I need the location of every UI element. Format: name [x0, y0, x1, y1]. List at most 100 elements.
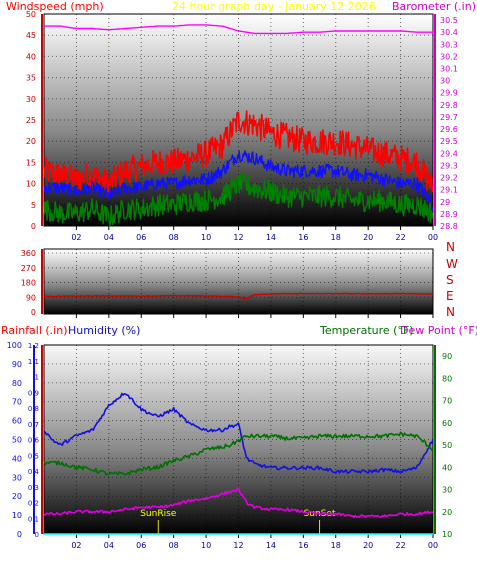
compass-label: S — [446, 273, 454, 287]
barometer-tick-label: 29 — [440, 198, 450, 207]
x-tick-label: 20 — [363, 233, 373, 242]
x-tick-label: 10 — [201, 541, 211, 550]
x-tick-label: 18 — [331, 541, 341, 550]
panel1-series — [43, 24, 434, 227]
x-tick-label: 08 — [169, 233, 179, 242]
temperature-tick-label: 50 — [442, 441, 452, 450]
barometer-tick-label: 30.5 — [440, 16, 458, 25]
windspeed-tick-label: 40 — [26, 52, 36, 61]
x-tick-label: 00 — [428, 233, 438, 242]
x-tick-label: 02 — [71, 541, 81, 550]
x-tick-label: 18 — [331, 233, 341, 242]
windspeed-tick-label: 5 — [31, 201, 36, 210]
temperature-tick-label: 10 — [442, 530, 452, 539]
windspeed-tick-label: 45 — [26, 31, 36, 40]
minimum-series — [43, 172, 434, 227]
compass-label: N — [446, 240, 455, 254]
temperature-tick-label: 30 — [442, 486, 452, 495]
barometer-tick-label: 29.3 — [440, 161, 458, 170]
average-series — [43, 150, 434, 211]
direction-tick-label: 180 — [21, 279, 36, 288]
direction-tick-label: 0 — [31, 308, 36, 317]
barometer-tick-label: 29.4 — [440, 149, 458, 158]
barometer-tick-label: 28.8 — [440, 222, 458, 231]
temperature-axis-label: Temperature (°F) — [319, 324, 414, 337]
barometer-tick-label: 30 — [440, 77, 450, 86]
humidity-tick-label: 40 — [12, 454, 22, 463]
humidity-tick-label: 0 — [17, 530, 22, 539]
dewpoint-axis-label: Dew Point (°F) — [400, 324, 477, 337]
compass-label: W — [446, 257, 458, 271]
compass-label: N — [446, 305, 455, 319]
x-tick-label: 00 — [428, 541, 438, 550]
x-tick-label: 14 — [266, 233, 276, 242]
barometer-axis-label: Barometer (.in) — [392, 0, 476, 13]
barometer-series — [44, 24, 433, 35]
humidity-ticks: 0 10 20 30 40 50 60 70 80 90 100 — [7, 341, 22, 539]
x-tick-label: 22 — [395, 541, 405, 550]
barometer-tick-label: 28.9 — [440, 210, 458, 219]
x-tick-label: 10 — [201, 233, 211, 242]
x-tick-label: 04 — [104, 541, 114, 550]
barometer-tick-label: 30.4 — [440, 28, 458, 37]
compass-label: E — [446, 289, 454, 303]
x-tick-label: 16 — [298, 233, 308, 242]
dewpoint-series — [43, 487, 434, 519]
barometer-ticks: 28.8 28.9 29 29.1 29.2 29.3 29.4 29.5 29.6 29.7 29… — [440, 16, 458, 231]
barometer-tick-label: 29.9 — [440, 89, 458, 98]
humidity-tick-label: 100 — [7, 341, 22, 350]
temperature-tick-label: 20 — [442, 508, 452, 517]
barometer-tick-label: 30.3 — [440, 40, 458, 49]
barometer-tick-label: 29.7 — [440, 113, 458, 122]
humidity-series — [43, 392, 434, 474]
x-tick-label: 04 — [104, 233, 114, 242]
windspeed-tick-label: 35 — [26, 74, 36, 83]
temperature-tick-label: 70 — [442, 397, 452, 406]
temperature-series — [43, 431, 434, 476]
panel2-series — [43, 292, 434, 300]
graph-title: 24 hour graph day - January 12 2026 — [172, 0, 376, 13]
windspeed-tick-label: 10 — [26, 180, 36, 189]
temperature-ticks: 10 20 30 40 50 60 70 80 90 — [442, 352, 452, 539]
x-tick-label: 08 — [169, 541, 179, 550]
humidity-tick-label: 60 — [12, 417, 22, 426]
rainfall-tick-label: 1 — [35, 374, 39, 382]
windspeed-tick-label: 15 — [26, 158, 36, 167]
x-tick-label: 20 — [363, 541, 373, 550]
x-tick-label: 16 — [298, 541, 308, 550]
x-tick-label: 02 — [71, 233, 81, 242]
panel1-x-ticks: 02 04 06 08 10 12 14 16 18 20 22 00 — [71, 233, 438, 242]
windspeed-tick-label: 30 — [26, 95, 36, 104]
direction-tick-label: 90 — [26, 293, 36, 302]
direction-tick-label: 270 — [21, 264, 36, 273]
windspeed-tick-label: 25 — [26, 116, 36, 125]
x-tick-label: 12 — [233, 233, 243, 242]
temperature-tick-label: 40 — [442, 463, 452, 472]
windspeed-tick-label: 50 — [26, 10, 36, 19]
temperature-tick-label: 80 — [442, 374, 452, 383]
humidity-tick-label: 20 — [12, 492, 22, 501]
x-tick-label: 22 — [395, 233, 405, 242]
rainfall-tick-label: 0 — [35, 531, 39, 539]
panel3-series — [43, 392, 434, 535]
barometer-tick-label: 29.2 — [440, 174, 458, 183]
sun-annotation-label: SunRise — [140, 509, 177, 519]
x-tick-label: 14 — [266, 541, 276, 550]
humidity-tick-label: 50 — [12, 436, 22, 445]
humidity-tick-label: 80 — [12, 379, 22, 388]
panel3-x-ticks: 02 04 06 08 10 12 14 16 18 20 22 00 — [71, 541, 438, 550]
humidity-tick-label: 30 — [12, 473, 22, 482]
rainfall-axis-label: Rainfall (.in) — [1, 324, 68, 337]
panel2-grid — [44, 249, 434, 318]
windspeed-ticks: 0 5 10 15 20 25 30 35 40 45 50 — [26, 10, 36, 231]
barometer-tick-label: 29.1 — [440, 186, 458, 195]
windspeed-tick-label: 0 — [31, 222, 36, 231]
barometer-tick-label: 29.5 — [440, 137, 458, 146]
humidity-tick-label: 10 — [12, 511, 22, 520]
barometer-tick-label: 29.8 — [440, 101, 458, 110]
temperature-tick-label: 90 — [442, 352, 452, 361]
x-tick-label: 12 — [233, 541, 243, 550]
